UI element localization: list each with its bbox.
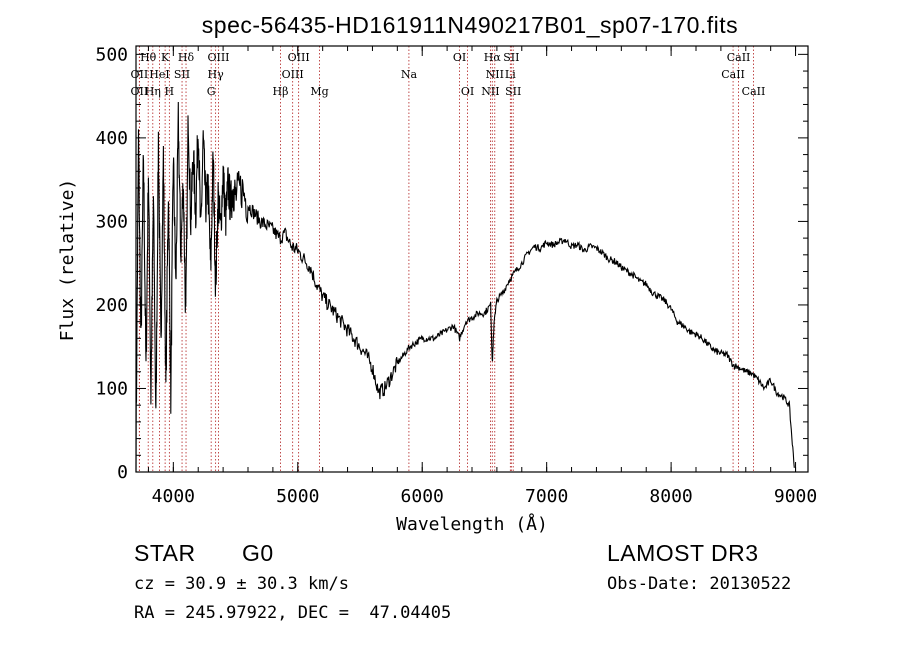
x-tick-label-0: 4000 [152, 486, 195, 507]
redshift-cz: cz = 30.9 ± 30.3 km/s [134, 574, 349, 594]
line-label-5: K [161, 51, 170, 64]
line-label-15: Mg [310, 85, 328, 98]
y-tick-label-2: 200 [95, 295, 128, 316]
chart-title: spec-56435-HD161911N490217B01_sp07-170.f… [202, 12, 738, 38]
line-label-24: SII [505, 85, 521, 98]
x-tick-label-4: 8000 [649, 486, 692, 507]
line-label-20: SII [503, 51, 519, 64]
flux-series-line [135, 101, 795, 473]
line-label-25: CaII [727, 51, 751, 64]
line-label-11: G [207, 85, 216, 98]
line-label-1: OII [131, 85, 149, 98]
plot-frame [135, 45, 809, 473]
line-label-23: NII [481, 85, 499, 98]
line-label-18: OI [461, 85, 474, 98]
line-label-8: Hδ [178, 51, 195, 64]
emission-line-labels: OII OII Hθ Hη HeI K SII H Hδ OIII Hγ G Hβ OIII OIII Mg N… [131, 51, 766, 98]
y-tick-label-4: 400 [95, 128, 128, 149]
y-tick-label-3: 300 [95, 211, 128, 232]
survey-name: LAMOST DR3 [607, 540, 759, 566]
emission-line-markers [138, 46, 754, 472]
line-label-12: Hβ [273, 85, 289, 98]
line-label-19: Hα [484, 51, 502, 64]
x-axis-label: Wavelength (Å) [396, 513, 548, 535]
line-label-7: H [165, 85, 175, 98]
line-label-0: OII [131, 68, 149, 81]
x-tick-label-3: 7000 [525, 486, 568, 507]
y-tick-label-1: 100 [95, 378, 128, 399]
y-tick-label-5: 500 [95, 44, 128, 65]
line-label-21: NII [486, 68, 504, 81]
line-label-17: OI [453, 51, 466, 64]
object-class: STAR [134, 540, 196, 566]
y-axis-label: Flux (relative) [57, 179, 78, 342]
line-label-10: Hγ [208, 68, 225, 81]
line-label-9: OIII [207, 51, 229, 64]
x-tick-label-5: 9000 [774, 486, 817, 507]
line-label-6: SII [174, 68, 190, 81]
line-label-16: Na [401, 68, 418, 81]
line-label-4: HeI [149, 68, 169, 81]
line-label-26: CaII [721, 68, 745, 81]
x-axis: 4000 5000 6000 7000 8000 9000 [147, 46, 817, 507]
observation-date: Obs-Date: 20130522 [607, 574, 792, 594]
x-tick-label-2: 6000 [401, 486, 444, 507]
coordinates: RA = 245.97922, DEC = 47.04405 [134, 603, 452, 623]
object-subclass: G0 [242, 540, 274, 566]
line-label-27: CaII [742, 85, 766, 98]
line-label-2: Hθ [140, 51, 157, 64]
line-label-13: OIII [288, 51, 310, 64]
line-label-22: Li [505, 68, 516, 81]
y-axis: 0 100 200 300 400 500 [95, 44, 808, 483]
line-label-3: Hη [145, 85, 161, 98]
x-tick-label-1: 5000 [276, 486, 319, 507]
y-tick-label-0: 0 [117, 462, 128, 483]
line-label-14: OIII [282, 68, 304, 81]
